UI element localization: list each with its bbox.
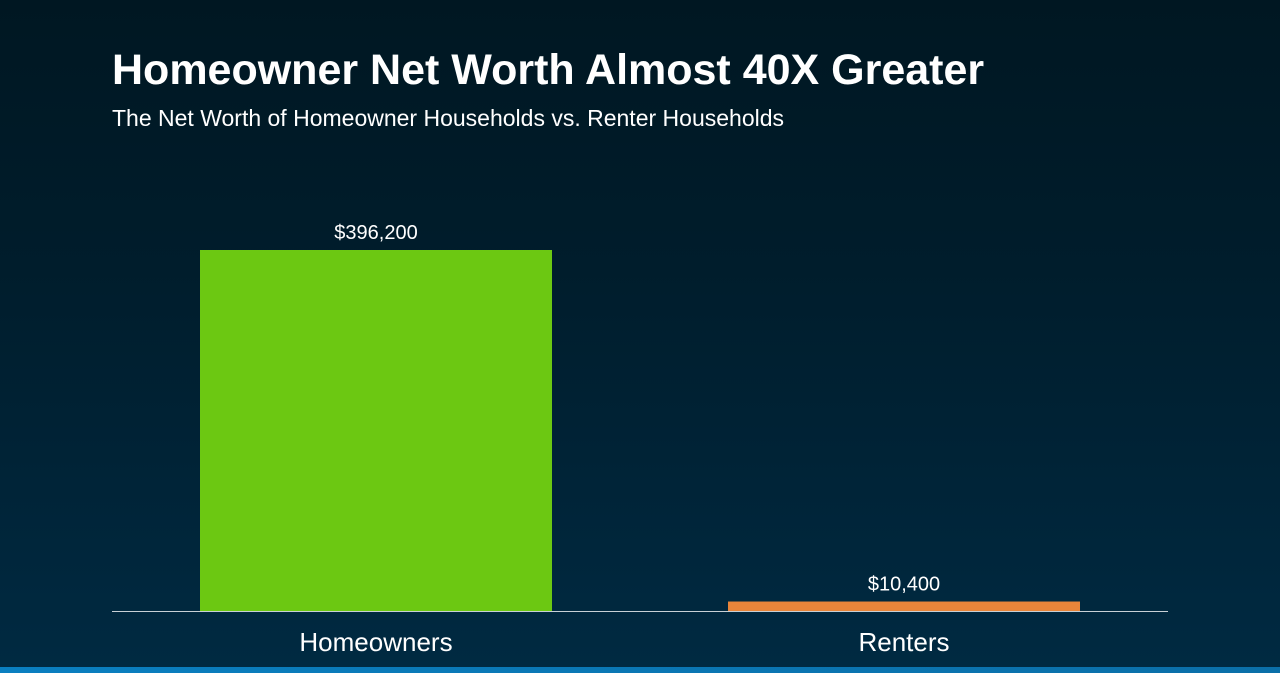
category-label-renters: Renters bbox=[858, 627, 949, 657]
chart-title: Homeowner Net Worth Almost 40X Greater bbox=[112, 46, 985, 94]
bar-homeowners bbox=[200, 250, 552, 611]
data-label-homeowners: $396,200 bbox=[334, 222, 417, 244]
bar-renters bbox=[728, 601, 1080, 611]
category-label-homeowners: Homeowners bbox=[299, 627, 452, 657]
chart-subtitle: The Net Worth of Homeowner Households vs… bbox=[112, 105, 785, 131]
data-label-renters: $10,400 bbox=[868, 574, 940, 596]
bottom-accent-bar bbox=[0, 667, 1280, 673]
